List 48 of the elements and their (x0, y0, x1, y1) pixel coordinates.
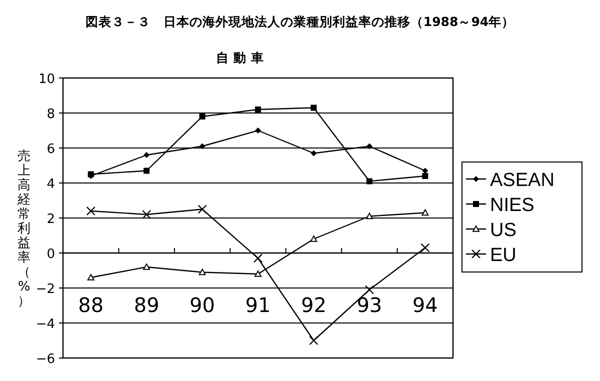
point (199, 114, 206, 120)
point (198, 268, 206, 276)
point (255, 128, 261, 134)
xtick: 92 (301, 293, 326, 317)
y-tick-label: 4 (46, 177, 55, 192)
point (86, 206, 96, 216)
xtick: 91 (245, 293, 271, 317)
legend-label: US (490, 220, 516, 241)
y-tick-label: 6 (46, 142, 55, 157)
point (142, 210, 152, 220)
point (254, 270, 262, 277)
point (255, 106, 261, 112)
legend-label: NIES (490, 195, 534, 216)
ylabel: 売上高経常利益率（%） (18, 149, 30, 309)
y-tick-label: 8 (46, 107, 55, 122)
point (310, 104, 317, 111)
point (309, 336, 318, 346)
xtick: 90 (190, 293, 215, 317)
point (87, 274, 94, 280)
y-tick-label: −2 (36, 282, 55, 297)
point (143, 264, 150, 270)
y-tick-label: −6 (36, 352, 55, 367)
point (420, 243, 430, 252)
point (364, 285, 374, 294)
point (366, 143, 372, 150)
point (144, 152, 150, 158)
y-tick-label: 2 (46, 212, 55, 227)
xtick: 89 (134, 293, 160, 317)
point (253, 254, 263, 263)
legend-label: EU (490, 245, 516, 266)
y-tick-label: −4 (36, 317, 55, 332)
point (422, 209, 429, 216)
point (310, 236, 318, 242)
point (198, 204, 207, 214)
title: 図表３－３ 日本の海外現地法人の業種別利益率の推移（1988～94年） (85, 14, 515, 29)
y-tick-label: 10 (38, 72, 55, 87)
xtick: 93 (356, 293, 382, 317)
subtitle: 自 動 車 (216, 50, 264, 65)
point (310, 150, 317, 156)
point (199, 143, 206, 150)
xtick: 88 (78, 293, 104, 317)
point (144, 168, 150, 174)
point (366, 212, 373, 220)
y-tick-label: 0 (46, 247, 55, 262)
xtick: 94 (412, 293, 438, 317)
legend-label: ASEAN (490, 170, 554, 191)
point (422, 173, 428, 179)
point (366, 178, 372, 184)
